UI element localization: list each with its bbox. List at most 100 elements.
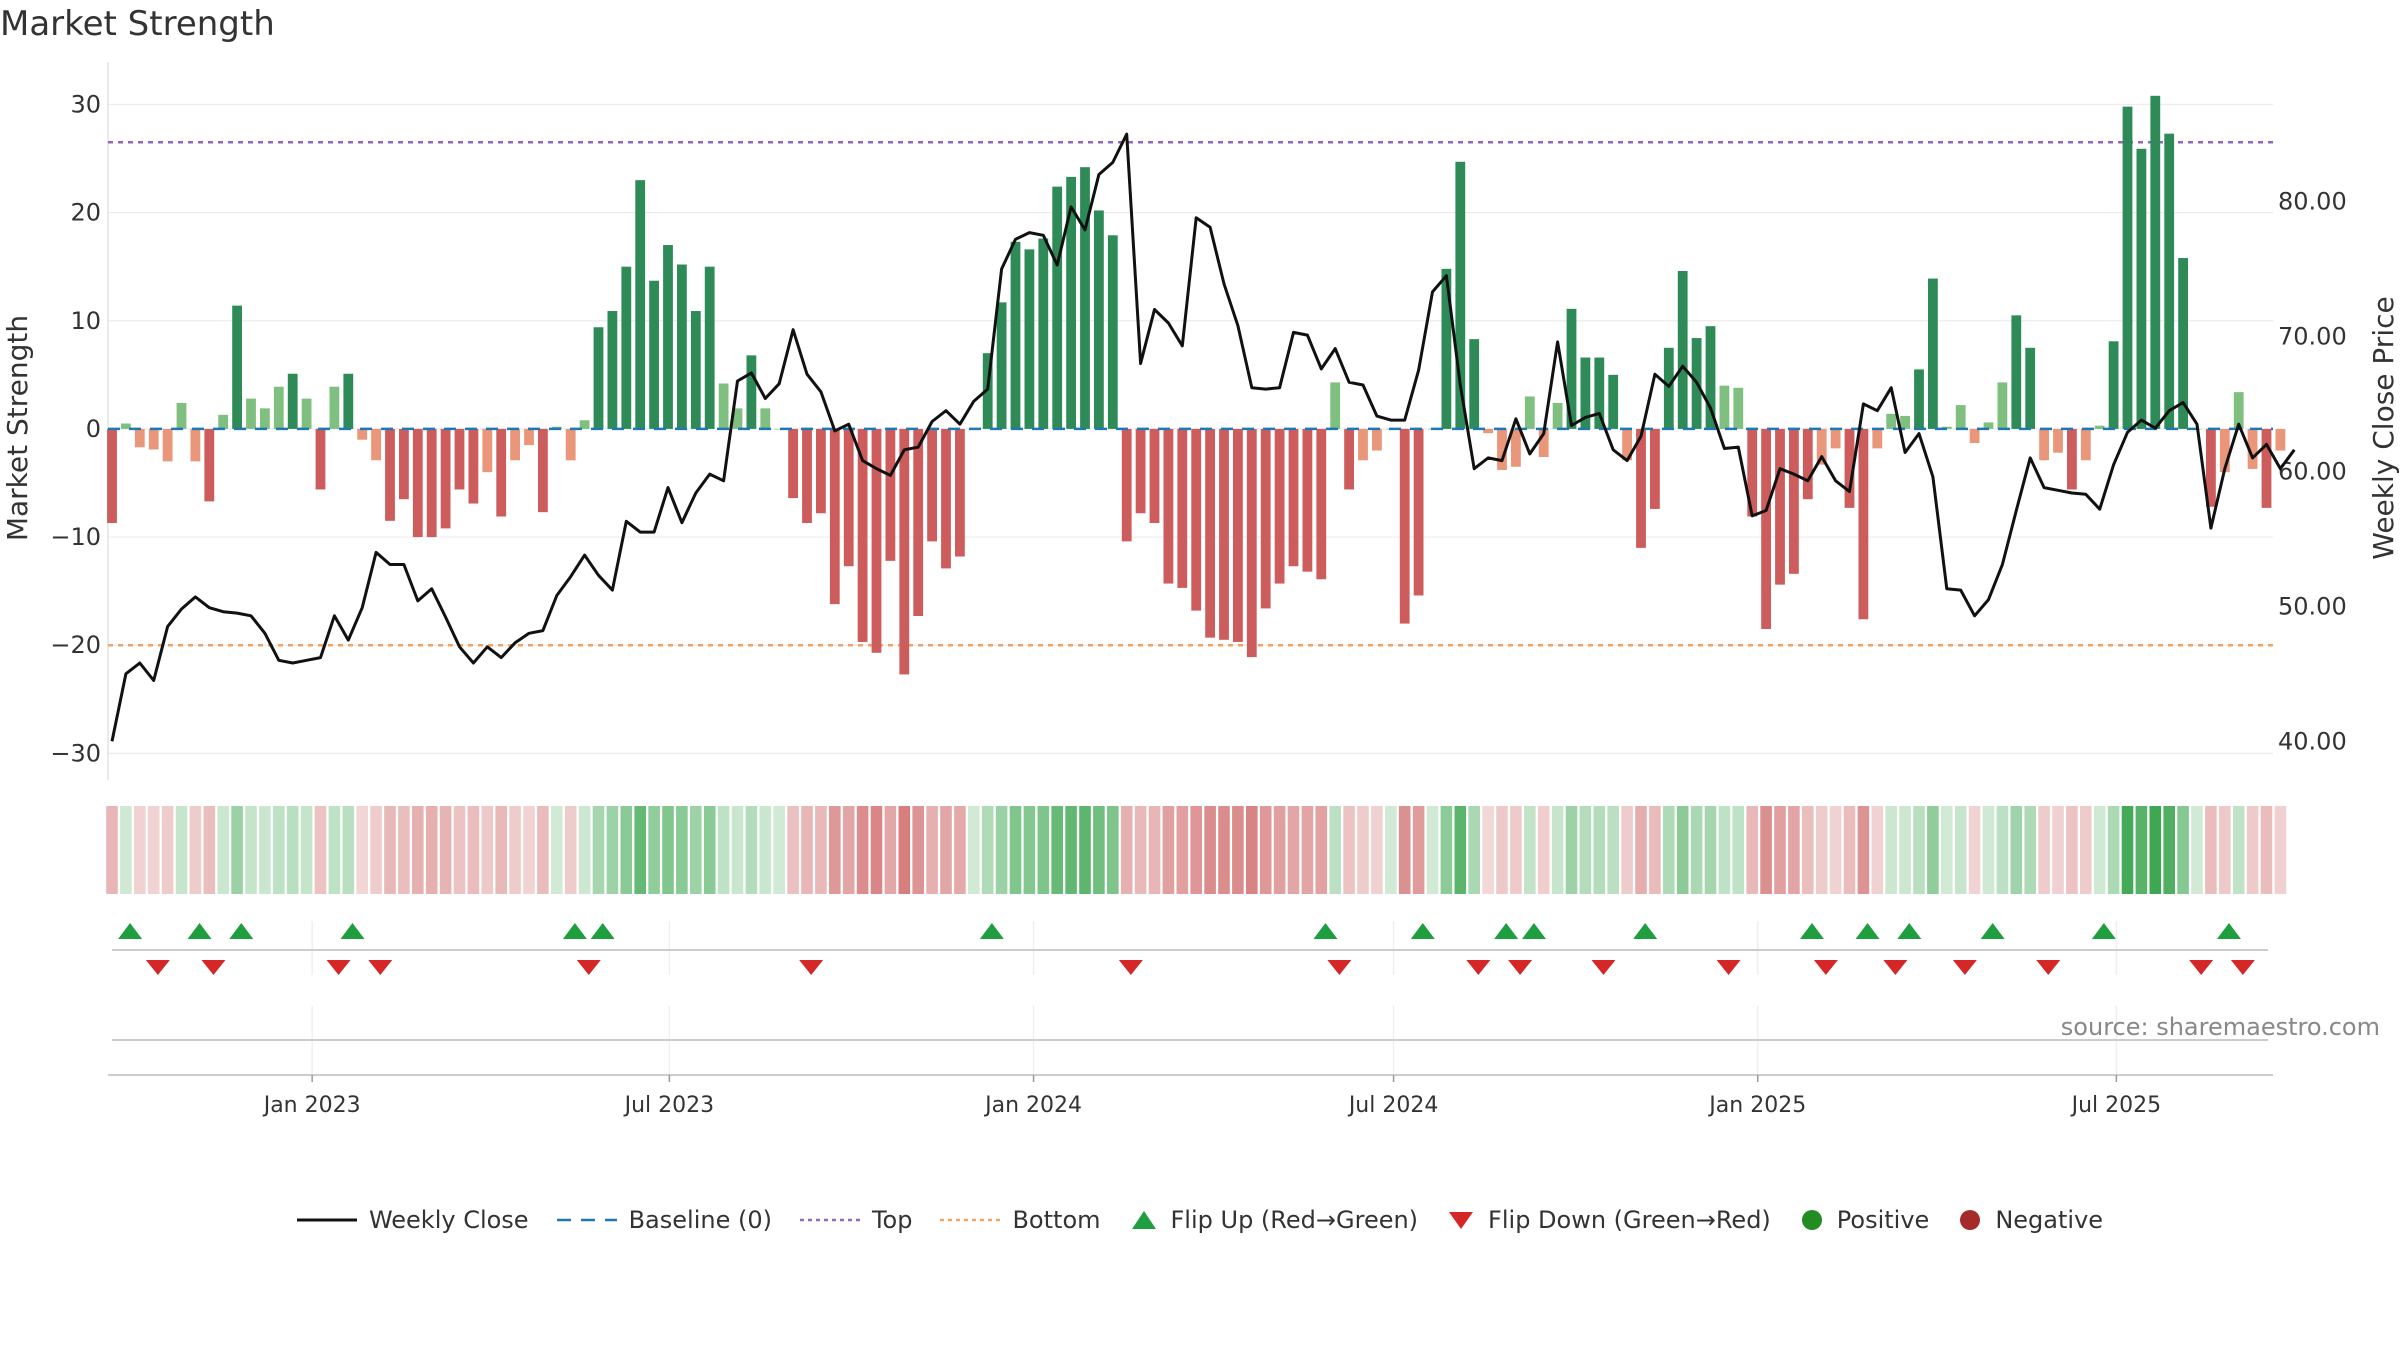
heat-cell xyxy=(1232,806,1244,894)
flip-down-marker xyxy=(1716,960,1741,975)
heat-cell xyxy=(829,806,841,894)
heat-cell xyxy=(453,806,466,894)
heat-cell xyxy=(578,806,591,894)
heat-cell xyxy=(1218,806,1230,894)
strength-bar xyxy=(1052,186,1063,429)
strength-bar xyxy=(468,428,479,504)
strength-bar xyxy=(2108,341,2119,429)
strength-bar xyxy=(788,428,798,499)
heat-cell xyxy=(1579,806,1592,894)
strength-bar xyxy=(1594,357,1605,429)
heat-cell xyxy=(509,806,521,894)
strength-bar xyxy=(2275,428,2286,451)
strength-bar xyxy=(1413,428,1424,596)
strength-bar xyxy=(1372,428,1382,451)
strength-bar xyxy=(440,428,451,529)
heat-cell xyxy=(1774,806,1786,894)
strength-bar xyxy=(454,428,465,490)
strength-bar xyxy=(1441,268,1452,429)
strength-bar xyxy=(1552,402,1563,429)
heat-cell xyxy=(1148,806,1161,894)
heat-cell xyxy=(1802,806,1814,894)
y2-tick-label: 40.00 xyxy=(2278,727,2347,755)
chart-title: Market Strength xyxy=(0,4,275,44)
heat-cell xyxy=(1857,806,1870,894)
heat-cell xyxy=(2080,806,2092,894)
strength-bar xyxy=(593,327,604,429)
strength-bar xyxy=(1580,357,1591,429)
x-tick-label: Jul 2025 xyxy=(2070,1093,2162,1118)
legend-baseline-label: Baseline (0) xyxy=(628,1206,772,1234)
heat-cell xyxy=(2010,806,2023,894)
strength-bar xyxy=(1844,428,1855,508)
heat-cell xyxy=(2260,806,2273,894)
flip-up-marker xyxy=(1799,923,1824,939)
strength-bar xyxy=(941,428,951,569)
strength-bar xyxy=(829,428,840,605)
strength-bar xyxy=(2219,428,2230,473)
flip-down-marker xyxy=(2036,960,2061,975)
heat-cell xyxy=(1565,806,1578,894)
heat-cell xyxy=(1663,806,1675,894)
heat-cell xyxy=(1732,806,1745,894)
strength-bar xyxy=(621,266,632,429)
strength-bar xyxy=(1816,428,1827,465)
strength-bar xyxy=(1524,396,1535,429)
strength-bar xyxy=(746,355,757,429)
legend-weekly-close-label: Weekly Close xyxy=(368,1206,529,1234)
strength-bar xyxy=(2247,428,2258,469)
legend-weekly-close: Weekly Close xyxy=(296,1206,529,1234)
strength-bar xyxy=(1608,374,1619,429)
heat-cell xyxy=(106,806,118,894)
strength-bar xyxy=(1761,428,1771,629)
strength-bar xyxy=(1316,428,1327,580)
heat-cell xyxy=(2038,806,2050,894)
flip-down-marker xyxy=(1466,960,1491,975)
heat-cell xyxy=(1621,806,1633,894)
heat-cell xyxy=(2219,806,2231,894)
strength-bar xyxy=(1038,238,1049,429)
strength-bar xyxy=(1121,428,1132,542)
heat-cell xyxy=(286,806,299,894)
heat-cell xyxy=(1037,806,1050,894)
y2-tick-label: 80.00 xyxy=(2278,188,2347,216)
heat-cell xyxy=(398,806,410,894)
heat-cell xyxy=(2024,806,2036,894)
heat-cell xyxy=(1482,806,1494,894)
heat-cell xyxy=(926,806,938,894)
strength-bar xyxy=(121,423,131,429)
strength-bar xyxy=(677,264,687,429)
heat-cell xyxy=(342,806,355,894)
strength-bar xyxy=(2039,428,2049,461)
y-axis-label: Market Strength xyxy=(1,315,34,541)
strength-bar xyxy=(1344,428,1354,490)
heat-cell xyxy=(592,806,605,894)
strength-bar xyxy=(1622,428,1632,461)
y-tick-label: −20 xyxy=(50,631,101,659)
heat-cell xyxy=(745,806,758,894)
flip-up-marker xyxy=(590,923,615,939)
heat-cell xyxy=(1788,806,1800,894)
heat-cell xyxy=(1537,806,1550,894)
flip-down-marker xyxy=(2230,960,2255,975)
strength-bar xyxy=(1636,428,1646,548)
flip-up-marker xyxy=(1521,923,1546,939)
flip-up-marker xyxy=(979,923,1004,939)
heat-cell xyxy=(1843,806,1856,894)
flip-up-marker xyxy=(1980,923,2005,939)
strength-bar xyxy=(1066,176,1076,429)
heat-cell xyxy=(495,806,507,894)
strength-bar xyxy=(802,428,812,524)
heat-cell xyxy=(1968,806,1981,894)
y2-axis-label: Weekly Close Price xyxy=(2367,296,2400,559)
flip-down-marker xyxy=(1118,960,1143,975)
strength-bar xyxy=(1177,428,1188,588)
flip-up-marker xyxy=(2091,923,2116,939)
heat-cell xyxy=(940,806,952,894)
strength-bar xyxy=(885,428,896,561)
heat-cell xyxy=(2093,806,2106,894)
dotted-line-swatch-icon xyxy=(940,1218,1001,1222)
heat-cell xyxy=(773,806,785,894)
heat-cell xyxy=(2232,806,2245,894)
